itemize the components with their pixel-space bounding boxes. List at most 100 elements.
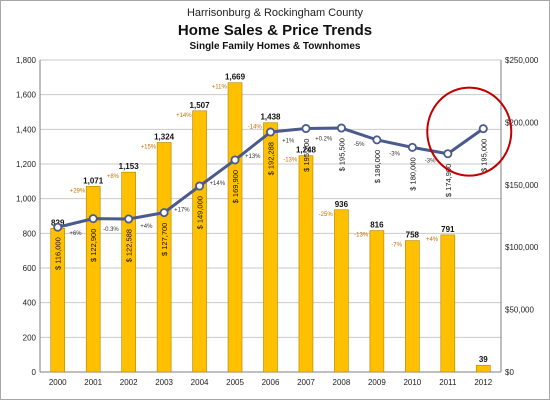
bar: [440, 234, 456, 373]
price-point: [195, 181, 205, 191]
y-right-tick-label: $50,000: [505, 306, 534, 315]
price-value-label: $ 180,000: [408, 157, 417, 190]
bar-change-label: +11%: [212, 85, 228, 91]
y-right-tick-label: $0: [505, 368, 514, 377]
price-point: [443, 149, 453, 159]
price-change-label: +6%: [69, 231, 82, 237]
bar-change-label: -14%: [248, 125, 263, 131]
bar-change-label: +8%: [107, 174, 120, 180]
y-right-tick-label: $100,000: [505, 243, 539, 252]
price-change-label: -0.3%: [103, 227, 119, 233]
price-point: [159, 208, 169, 218]
x-tick-label: 2009: [368, 378, 386, 387]
bar: [156, 142, 172, 373]
bar-change-label: +29%: [70, 188, 86, 194]
y-left-tick-label: 1,200: [16, 160, 37, 169]
x-tick-label: 2004: [191, 378, 209, 387]
price-point: [478, 124, 488, 134]
y-right-tick-label: $200,000: [505, 118, 539, 127]
price-change-label: +13%: [245, 154, 261, 160]
y-left-tick-label: 800: [23, 229, 37, 238]
chart-subtitle: Single Family Homes & Townhomes: [189, 41, 361, 52]
bar-value-label: 758: [406, 231, 420, 240]
bar: [192, 110, 207, 373]
bar-value-label: 1,438: [260, 113, 281, 122]
bar: [475, 364, 491, 373]
y-left-tick-label: 400: [23, 299, 37, 308]
y-left-tick-label: 200: [23, 333, 37, 342]
bar: [121, 171, 136, 373]
price-value-label: $ 195,500: [337, 138, 346, 171]
chart-title: Home Sales & Price Trends: [177, 22, 373, 39]
y-right-tick-label: $150,000: [505, 181, 539, 190]
bar-value-label: 1,071: [83, 176, 104, 185]
bar-change-label: +4%: [426, 237, 439, 243]
bar-change-label: -13%: [354, 233, 369, 239]
bar-value-label: 936: [335, 200, 349, 209]
price-change-label: -3%: [389, 152, 400, 158]
price-point: [124, 214, 134, 224]
bar-change-label: -25%: [319, 212, 334, 218]
bar: [369, 230, 385, 373]
y-left-tick-label: 1,000: [16, 195, 37, 204]
price-change-label: +4%: [140, 224, 153, 230]
price-change-label: +17%: [174, 207, 190, 213]
price-change-label: -3%: [425, 159, 436, 165]
price-value-label: $ 195,100: [302, 139, 311, 172]
y-right-tick-label: $250,000: [505, 56, 539, 65]
y-left-tick-label: 1,600: [16, 91, 37, 100]
y-left-tick-label: 600: [23, 264, 37, 273]
price-value-label: $ 192,288: [267, 142, 276, 175]
x-tick-label: 2003: [155, 378, 173, 387]
highlight-circle: [426, 86, 513, 177]
x-tick-label: 2010: [403, 378, 421, 387]
price-value-label: $ 122,588: [125, 229, 134, 262]
price-change-label: +14%: [210, 181, 226, 187]
price-value-label: $ 186,000: [373, 150, 382, 183]
x-tick-label: 2005: [226, 378, 244, 387]
bar: [334, 209, 349, 373]
bar-change-label: -13%: [283, 158, 298, 164]
bar: [85, 186, 101, 373]
bar-value-label: 791: [441, 225, 455, 234]
x-tick-label: 2008: [333, 378, 351, 387]
price-change-label: +0.2%: [315, 136, 333, 142]
bar-value-label: 816: [370, 221, 384, 230]
bar-value-label: 39: [479, 355, 488, 364]
price-change-label: +1%: [282, 138, 295, 144]
bar-value-label: 1,248: [296, 146, 317, 155]
price-value-label: $ 195,000: [479, 139, 488, 172]
y-left-tick-label: 1,400: [16, 125, 37, 134]
price-value-label: $ 149,000: [196, 196, 205, 229]
bar-change-label: +15%: [141, 145, 157, 151]
bar-value-label: 1,324: [154, 133, 175, 142]
bar: [227, 82, 243, 373]
chart-pretitle: Harrisonburg & Rockingham County: [186, 7, 364, 19]
y-left-tick-label: 0: [32, 368, 37, 377]
y-left-tick-label: 1,800: [16, 56, 37, 65]
bar-change-label: -7%: [391, 243, 402, 249]
x-tick-label: 2000: [49, 378, 67, 387]
x-tick-label: 2007: [297, 378, 315, 387]
price-value-label: $ 122,900: [89, 229, 98, 262]
bar-change-label: +14%: [176, 113, 192, 119]
x-tick-label: 2011: [439, 378, 457, 387]
price-point: [53, 222, 63, 232]
price-point: [372, 135, 382, 145]
bar-value-label: 1,507: [190, 101, 211, 110]
bar: [405, 240, 420, 373]
bar-value-label: 1,153: [119, 162, 140, 171]
price-value-label: $ 174,900: [444, 164, 453, 197]
bar-value-label: 1,669: [225, 73, 246, 82]
x-tick-label: 2001: [84, 378, 102, 387]
bar: [263, 122, 278, 373]
price-point: [407, 142, 417, 152]
x-tick-label: 2012: [474, 378, 492, 387]
price-point: [230, 155, 240, 165]
price-point: [301, 124, 311, 134]
x-tick-label: 2002: [120, 378, 138, 387]
price-point: [336, 123, 346, 133]
price-point: [265, 127, 275, 137]
bar: [298, 155, 314, 373]
